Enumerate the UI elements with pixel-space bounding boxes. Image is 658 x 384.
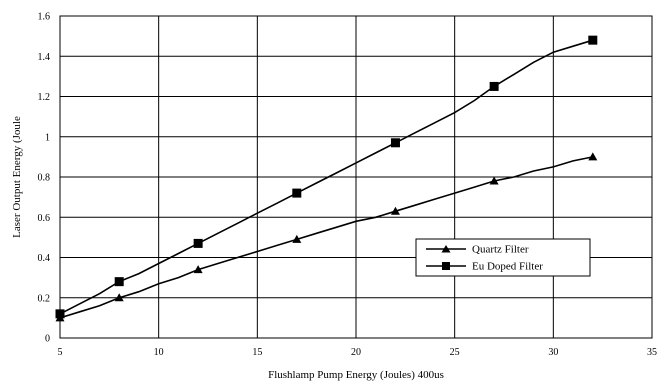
data-point-eu (292, 188, 302, 198)
x-tick-label: 30 (548, 347, 558, 358)
data-point-eu (193, 238, 203, 248)
data-point-quartz (292, 234, 302, 243)
tick-labels: 5 10 15 20 25 30 35 0 0.2 0.4 0.6 0.8 1 1.2 1.4 1.6 (38, 12, 658, 359)
plot-frame (59, 15, 653, 339)
legend-label-eu: Eu Doped Filter (472, 261, 543, 273)
x-tick-label: 10 (154, 347, 164, 358)
x-axis-label: Flushlamp Pump Energy (Joules) 400us (268, 369, 444, 381)
y-tick-label: 0.2 (38, 293, 51, 304)
y-tick-label: 1.6 (38, 12, 51, 23)
x-tick-label: 20 (351, 347, 361, 358)
y-tick-label: 0.6 (38, 213, 51, 224)
y-tick-label: 0.8 (38, 173, 51, 184)
x-tick-label: 5 (58, 347, 63, 358)
y-tick-label: 0 (45, 334, 50, 345)
legend-marker-eu (442, 262, 450, 270)
y-tick-label: 0.4 (38, 253, 51, 264)
data-point-quartz (114, 293, 124, 302)
legend-marker-quartz (441, 245, 451, 253)
data-point-eu (114, 277, 124, 287)
data-point-quartz (193, 265, 203, 274)
data-point-quartz (588, 152, 598, 161)
series-line-quartz (59, 156, 593, 319)
legend-label-quartz: Quartz Filter (472, 244, 529, 256)
x-tick-label: 35 (647, 347, 657, 358)
data-point-eu (489, 81, 499, 91)
data-point-quartz (489, 176, 499, 185)
y-tick-label: 1.4 (38, 52, 51, 63)
x-tick-label: 25 (450, 347, 460, 358)
x-tick-label: 15 (252, 347, 262, 358)
y-axis-label: Laser Output Energy (Joule (11, 116, 23, 238)
legend: Quartz Filter Eu Doped Filter (415, 238, 591, 277)
series-line-eu (59, 39, 594, 315)
data-point-eu (390, 138, 400, 148)
y-tick-label: 1.2 (38, 92, 51, 103)
y-tick-label: 1 (45, 132, 50, 143)
data-point-quartz (390, 206, 400, 215)
data-point-eu (588, 35, 598, 45)
